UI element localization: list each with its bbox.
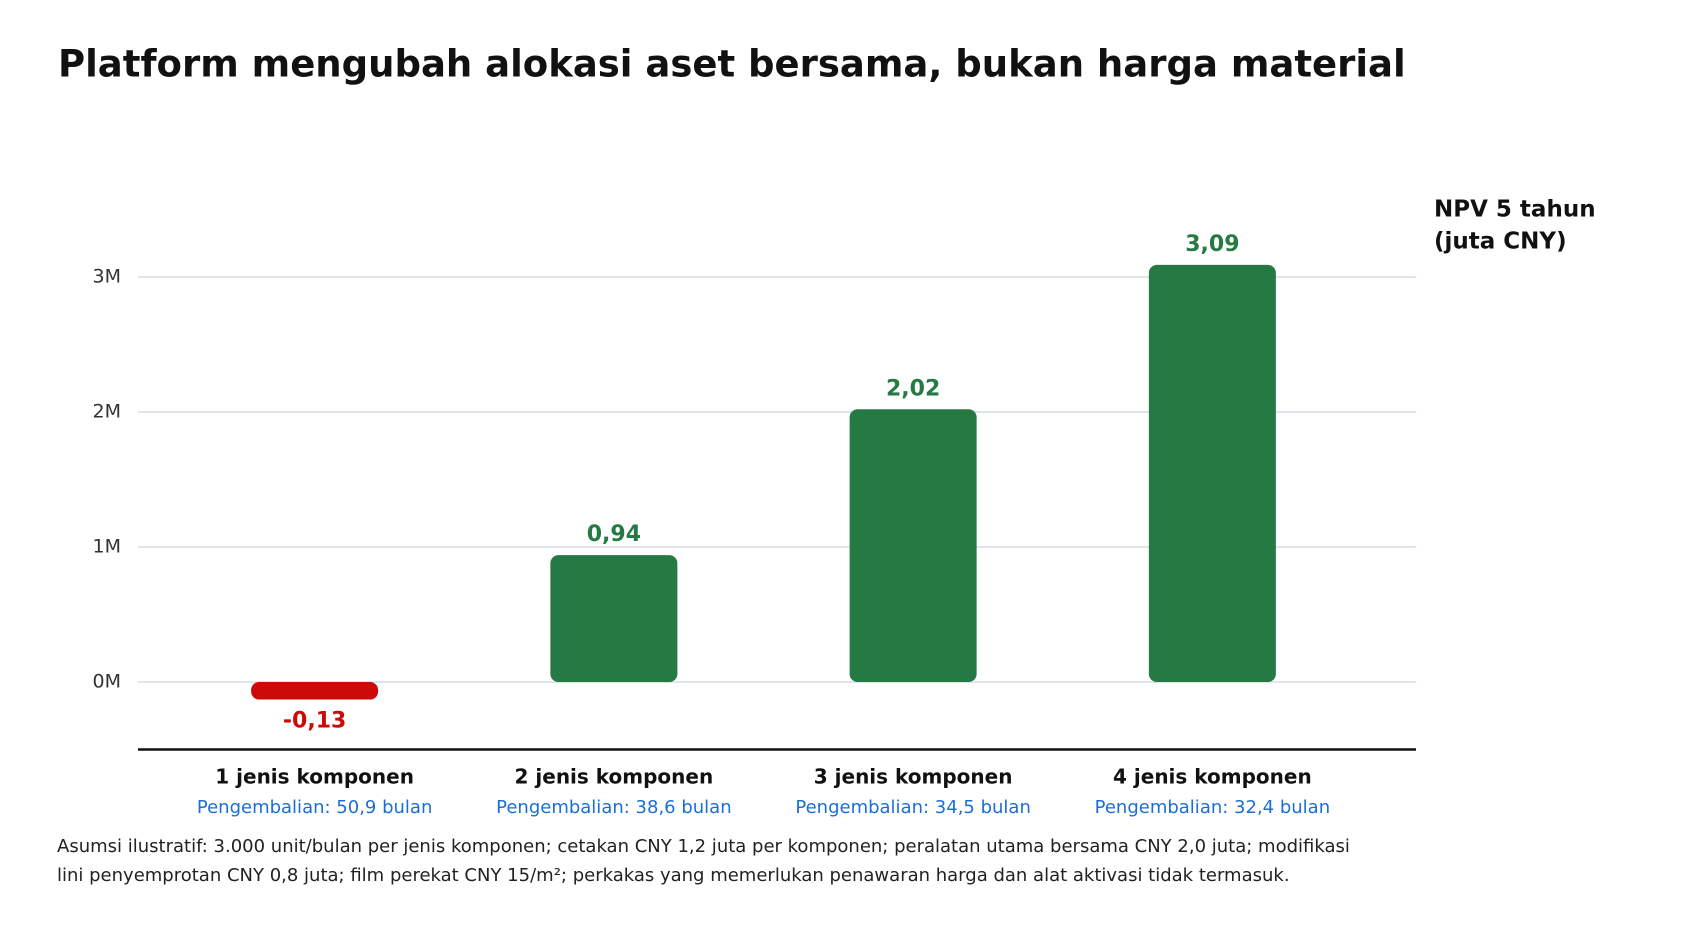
bar: [251, 682, 379, 700]
value-label: 2,02: [886, 376, 940, 401]
y-axis-title: (juta CNY): [1434, 229, 1567, 255]
y-tick-label: 3M: [93, 266, 121, 288]
x-tick-sublabel: Pengembalian: 38,6 bulan: [496, 797, 732, 818]
y-tick-label: 1M: [93, 536, 121, 558]
x-tick-sublabel: Pengembalian: 34,5 bulan: [795, 797, 1031, 818]
bar: [1148, 264, 1276, 682]
footnote: Asumsi ilustratif: 3.000 unit/bulan per …: [57, 836, 1350, 886]
x-tick-label: 4 jenis komponen: [1113, 765, 1312, 789]
x-tick-label: 2 jenis komponen: [515, 765, 714, 789]
x-tick-label: 1 jenis komponen: [215, 765, 414, 789]
y-axis-title: NPV 5 tahun: [1434, 197, 1596, 223]
value-label: 3,09: [1185, 232, 1239, 257]
x-tick-sublabel: Pengembalian: 50,9 bulan: [197, 797, 433, 818]
bar: [849, 409, 977, 682]
y-tick-label: 2M: [93, 401, 121, 423]
y-tick-label: 0M: [93, 671, 121, 693]
x-tick-sublabel: Pengembalian: 32,4 bulan: [1095, 797, 1331, 818]
chart-title: Platform mengubah alokasi aset bersama, …: [58, 43, 1406, 86]
bar: [550, 555, 678, 682]
x-tick-label: 3 jenis komponen: [814, 765, 1013, 789]
value-label: 0,94: [587, 522, 641, 547]
value-label: -0,13: [283, 709, 346, 734]
